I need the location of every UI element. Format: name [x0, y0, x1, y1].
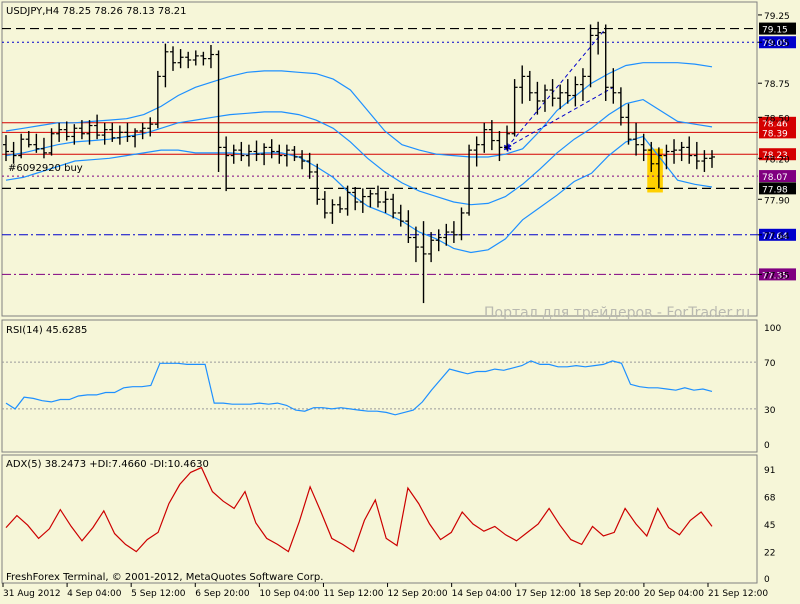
adx-line	[5, 466, 713, 553]
price-tick-label: 79.25	[764, 12, 790, 22]
adx-label: ADX(5) 38.2473 +DI:7.4660 -DI:10.4630	[6, 459, 209, 470]
rsi-tick-label: 0	[764, 441, 770, 451]
price-tick-label: 77.90	[764, 196, 790, 206]
price-tick-label: 77.35	[764, 271, 790, 281]
copyright: FreshForex Terminal, © 2001-2012, MetaQu…	[6, 572, 323, 583]
level-tag	[759, 116, 796, 129]
rsi-tick-label: 70	[764, 359, 776, 369]
adx-panel-frame	[1, 454, 758, 584]
fan-line	[506, 86, 614, 148]
level-tag-label: 79.05	[762, 39, 788, 49]
level-tag-label: 79.15	[762, 26, 788, 36]
price-tick-label: 77.64	[764, 232, 790, 242]
rsi-panel-frame	[1, 319, 758, 453]
level-tag	[759, 36, 796, 49]
level-tag-label: 78.39	[762, 129, 788, 139]
rsi-line	[5, 360, 713, 416]
level-tag-label: 78.46	[762, 120, 788, 130]
price-tick-label: 78.20	[764, 155, 790, 165]
rsi-tick-label: 30	[764, 406, 776, 416]
time-tick-label: 18 Sep 20:00	[580, 589, 640, 599]
time-tick-label: 17 Sep 12:00	[516, 589, 576, 599]
level-tag	[759, 268, 796, 281]
adx-tick-label: 45	[764, 521, 775, 531]
time-tick-label: 31 Aug 2012	[3, 589, 61, 599]
bollinger-upper	[5, 62, 713, 158]
bollinger-middle	[5, 98, 713, 206]
time-tick-label: 4 Sep 04:00	[67, 589, 122, 599]
level-tag-label: 77.64	[762, 232, 788, 242]
symbol-info: USDJPY,H4 78.25 78.26 78.13 78.21	[6, 6, 187, 17]
level-tag	[759, 228, 796, 241]
level-tag-label: 78.07	[762, 173, 788, 183]
adx-tick-label: 68	[764, 493, 776, 503]
level-tag	[759, 182, 796, 195]
price-bars	[3, 21, 715, 304]
level-tag	[759, 22, 796, 35]
rsi-label: RSI(14) 45.6285	[6, 325, 87, 336]
adx-series	[5, 466, 713, 553]
price-tick-label: 79.05	[764, 39, 790, 49]
adx-tick-label: 22	[764, 549, 775, 559]
adx-tick-label: 91	[764, 466, 775, 476]
time-tick-label: 10 Sep 04:00	[259, 589, 319, 599]
price-panel-frame	[1, 1, 758, 317]
time-tick-label: 12 Sep 20:00	[388, 589, 448, 599]
time-tick-label: 21 Sep 12:00	[708, 589, 768, 599]
fan-line	[506, 28, 607, 148]
level-tag-label: 77.98	[762, 185, 788, 195]
level-tag	[759, 170, 796, 183]
time-tick-label: 20 Sep 04:00	[644, 589, 704, 599]
bollinger-lower	[5, 135, 713, 254]
watermark: Портал для трейдеров - ForTrader.ru	[484, 305, 750, 321]
level-tag-label: 78.23	[762, 151, 788, 161]
time-tick-label: 11 Sep 12:00	[323, 589, 383, 599]
rsi-tick-label: 100	[764, 324, 781, 334]
time-tick-label: 5 Sep 12:00	[131, 589, 186, 599]
adx-tick-label: 0	[764, 575, 770, 585]
time-tick-label: 14 Sep 04:00	[452, 589, 512, 599]
order-annotation: #6092920 buy	[8, 163, 83, 174]
price-tick-label: 78.75	[764, 80, 790, 90]
rsi-series	[2, 360, 758, 416]
price-tick-label: 78.50	[764, 114, 790, 124]
level-tag	[759, 148, 796, 161]
level-tag-label: 77.35	[762, 271, 788, 281]
axes-and-ticks: 77.35 77.64 77.90 78.20 78.50 78.75 79.05 79.25…	[2, 12, 790, 599]
bollinger-bands	[5, 62, 713, 254]
time-tick-label: 6 Sep 20:00	[195, 589, 250, 599]
level-tag	[759, 126, 796, 139]
